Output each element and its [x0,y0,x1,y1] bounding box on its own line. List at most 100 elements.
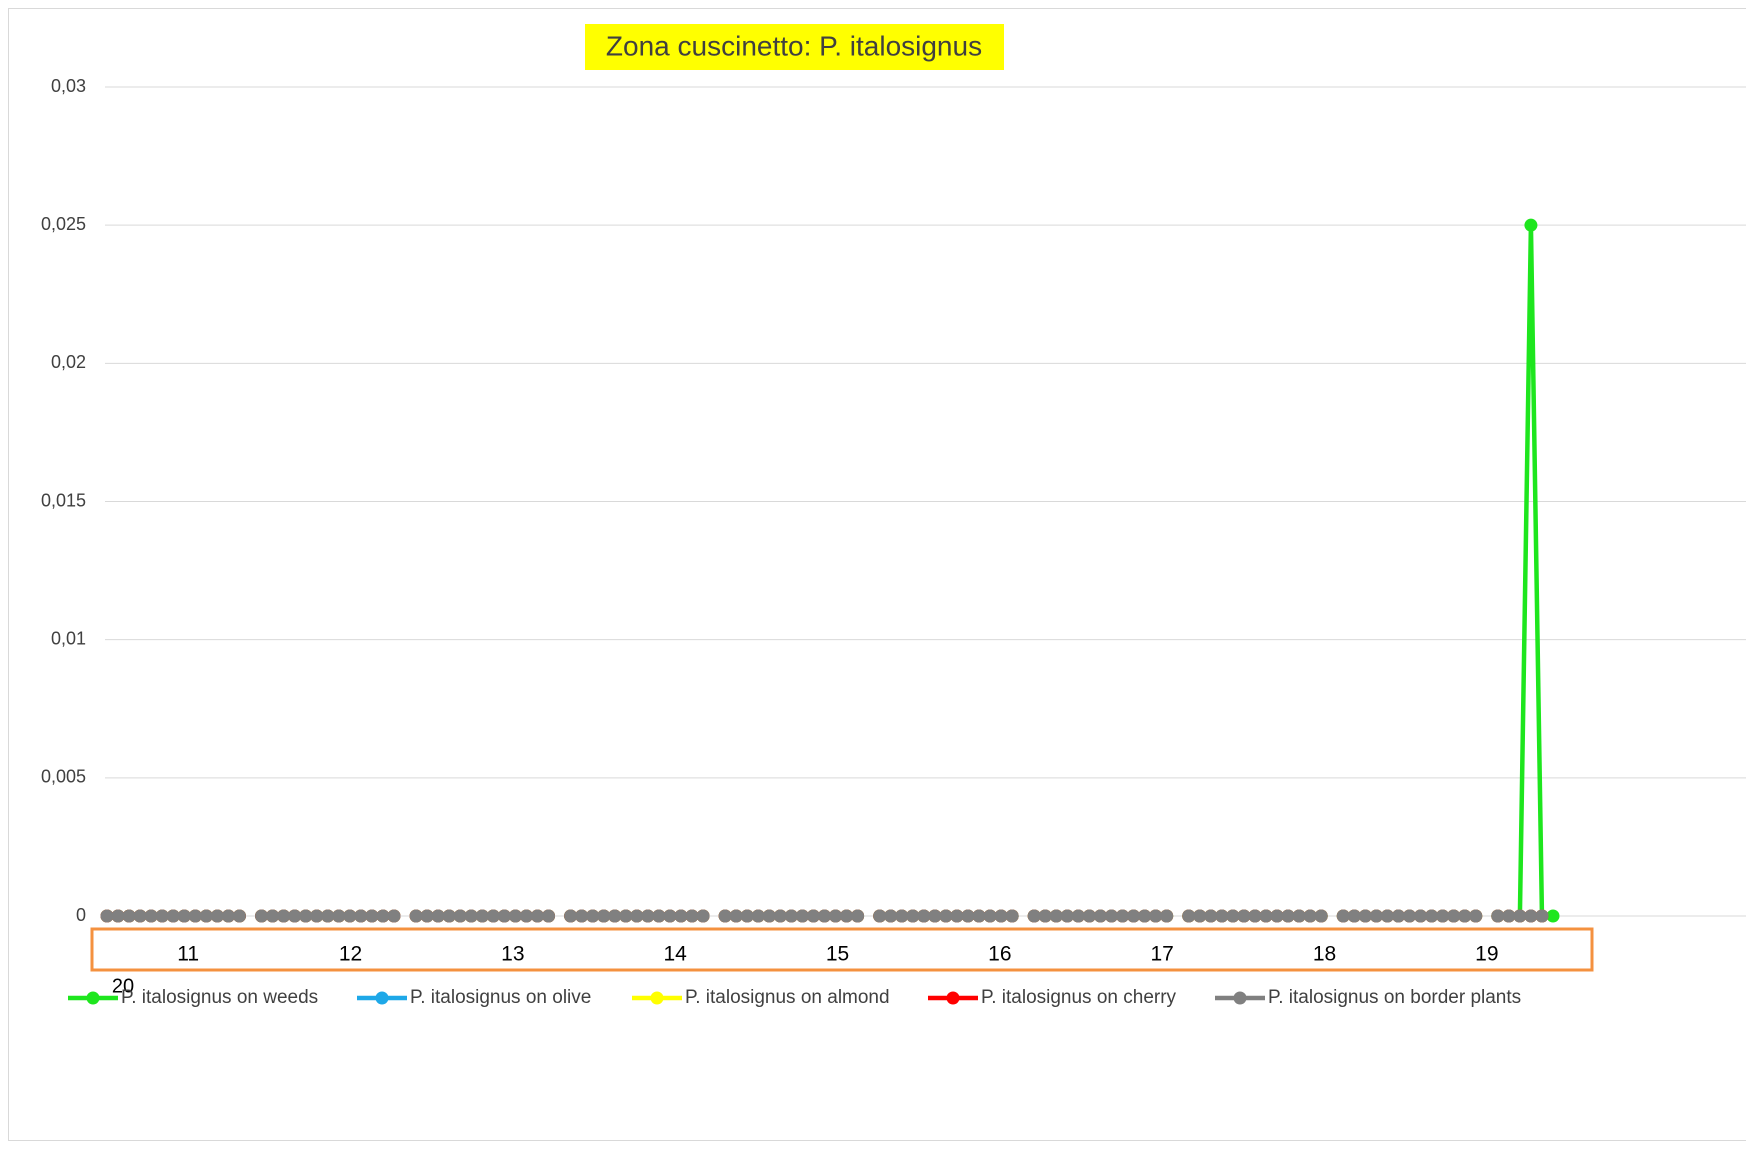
series-marker [906,909,920,923]
series-marker [608,909,622,923]
legend-label: P. italosignus on cherry [981,987,1177,1008]
series-marker [376,909,390,923]
series-marker [652,909,666,923]
series-marker [442,909,456,923]
series-marker [784,909,798,923]
series-marker [1259,909,1273,923]
series-marker [1270,909,1284,923]
series-marker [530,909,544,923]
series-marker [288,909,302,923]
series-marker [884,909,898,923]
series-marker [928,909,942,923]
series-marker [630,909,644,923]
series-marker [1104,909,1118,923]
series [100,909,1549,923]
series-marker [255,909,269,923]
series-marker [431,909,445,923]
series-marker [696,909,710,923]
series-marker [972,909,986,923]
series-marker [1491,909,1505,923]
series-marker [497,909,511,923]
series-marker [1502,909,1516,923]
series-marker [1314,909,1328,923]
chart-frame [8,8,1746,1141]
x-group-label: 16 [988,943,1011,966]
x-group-label: 19 [1475,943,1498,966]
series-marker [740,909,754,923]
series-marker [840,909,854,923]
series-marker [685,909,699,923]
series-marker [1391,909,1405,923]
chart-title: Zona cuscinetto: P. italosignus [606,30,982,61]
series-marker [310,909,324,923]
series-marker [1458,909,1472,923]
series-marker [1513,909,1527,923]
series-marker [1336,909,1350,923]
series-marker [100,909,114,923]
series-marker [895,909,909,923]
series-marker [133,909,147,923]
series-marker [917,909,931,923]
series-marker [751,909,765,923]
x-group-label: 11 [177,943,199,966]
series-marker [817,909,831,923]
series-marker [1369,909,1383,923]
series-marker [597,909,611,923]
series-marker [1436,909,1450,923]
series-marker [1182,909,1196,923]
x-group-label: 17 [1150,943,1173,966]
series-marker [1248,909,1262,923]
series-marker [1149,909,1163,923]
series-marker [409,909,423,923]
series-marker [321,909,335,923]
series-marker [1049,909,1063,923]
series-marker [1127,909,1141,923]
series-marker [354,909,368,923]
x-group-label: 15 [826,943,849,966]
legend-label: P. italosignus on border plants [1268,987,1521,1008]
series-marker [1215,909,1229,923]
series-marker [829,909,843,923]
series-marker [1469,909,1483,923]
y-tick-label: 0,005 [41,767,86,787]
series-marker [1071,909,1085,923]
series-marker [939,909,953,923]
series-marker [508,909,522,923]
x-annotation: 20 [112,975,134,997]
series-marker [1524,218,1538,232]
series-marker [586,909,600,923]
series-marker [994,909,1008,923]
legend-marker [1233,991,1247,1005]
series-marker [1535,909,1549,923]
y-tick-label: 0,02 [51,352,86,372]
series-marker [1347,909,1361,923]
legend-marker [86,991,100,1005]
series-marker [1093,909,1107,923]
legend-marker [650,991,664,1005]
series-marker [1414,909,1428,923]
series-marker [1380,909,1394,923]
series-marker [1447,909,1461,923]
series-marker [464,909,478,923]
y-tick-label: 0,015 [41,490,86,510]
series-marker [266,909,280,923]
series-marker [166,909,180,923]
series-marker [232,909,246,923]
series-marker [575,909,589,923]
x-group-label: 12 [339,943,362,966]
legend-label: P. italosignus on almond [685,987,890,1008]
series-marker [365,909,379,923]
series-marker [221,909,235,923]
legend-label: P. italosignus on weeds [121,987,318,1008]
series-marker [486,909,500,923]
series-marker [1116,909,1130,923]
series-marker [210,909,224,923]
series-marker [453,909,467,923]
series-marker [122,909,136,923]
series-marker [851,909,865,923]
series-marker [1237,909,1251,923]
series-marker [199,909,213,923]
series-marker [1038,909,1052,923]
series-marker [1082,909,1096,923]
